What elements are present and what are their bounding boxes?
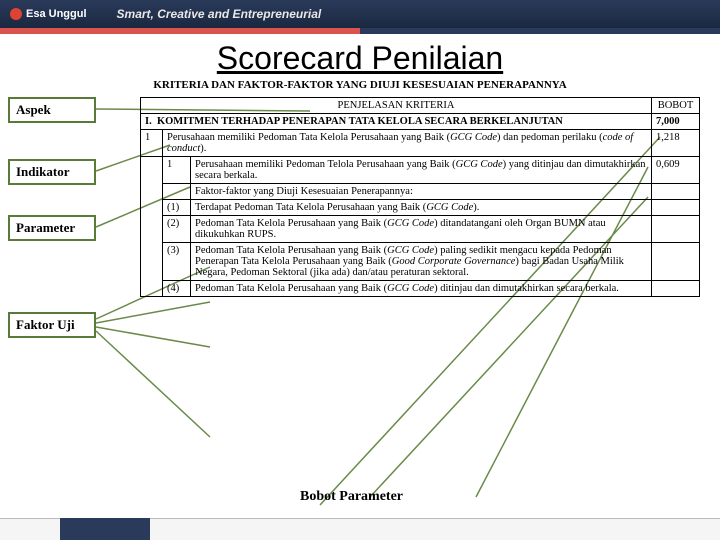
logo-icon [10, 8, 22, 20]
faktor-3-text: Pedoman Tata Kelola Perusahaan yang Baik… [191, 243, 652, 281]
faktor-row-3: (3) Pedoman Tata Kelola Perusahaan yang … [141, 243, 700, 281]
nav-strip [0, 28, 720, 34]
page-title: Scorecard Penilaian [0, 40, 720, 77]
faktor-header: Faktor-faktor yang Diuji Kesesuaian Pene… [191, 184, 652, 200]
aspek-num: I. [145, 116, 152, 127]
header-bar: Esa Unggul Smart, Creative and Entrepren… [0, 0, 720, 28]
label-parameter: Parameter [8, 215, 96, 241]
parameter-num: 1 [163, 157, 191, 184]
label-faktoruji: Faktor Uji [8, 312, 96, 338]
table-header-row: PENJELASAN KRITERIA BOBOT [141, 98, 700, 114]
label-aspek: Aspek [8, 97, 96, 123]
parameter-bobot: 0,609 [652, 157, 700, 184]
faktor-4-num: (4) [163, 281, 191, 297]
indikator-bobot: 1,218 [652, 130, 700, 157]
faktor-1-text: Terdapat Pedoman Tata Kelola Perusahaan … [191, 200, 652, 216]
faktor-header-bobot [652, 184, 700, 200]
tagline: Smart, Creative and Entrepreneurial [117, 7, 322, 21]
bobot-parameter-label: Bobot Parameter [300, 489, 403, 505]
faktor-3-num: (3) [163, 243, 191, 281]
col-header-penjelasan: PENJELASAN KRITERIA [141, 98, 652, 114]
faktor-2-num: (2) [163, 216, 191, 243]
indikator-text: Perusahaan memiliki Pedoman Tata Kelola … [163, 130, 652, 157]
faktor-row-1: (1) Terdapat Pedoman Tata Kelola Perusah… [141, 200, 700, 216]
faktor-row-2: (2) Pedoman Tata Kelola Perusahaan yang … [141, 216, 700, 243]
sub-heading: KRITERIA DAN FAKTOR-FAKTOR YANG DIUJI KE… [0, 79, 720, 91]
indikator-num: 1 [141, 130, 163, 157]
content-area: Aspek Indikator Parameter Faktor Uji PEN… [0, 97, 720, 517]
scorecard-table: PENJELASAN KRITERIA BOBOT I. KOMITMEN TE… [140, 97, 700, 297]
parameter-pad [141, 157, 163, 297]
faktor-4-text: Pedoman Tata Kelola Perusahaan yang Baik… [191, 281, 652, 297]
logo: Esa Unggul [10, 8, 87, 20]
footer-block [60, 518, 150, 540]
indikator-row: 1 Perusahaan memiliki Pedoman Tata Kelol… [141, 130, 700, 157]
scorecard-table-wrap: PENJELASAN KRITERIA BOBOT I. KOMITMEN TE… [140, 97, 700, 297]
col-header-bobot: BOBOT [652, 98, 700, 114]
faktor-2-text: Pedoman Tata Kelola Perusahaan yang Baik… [191, 216, 652, 243]
aspek-text: KOMITMEN TERHADAP PENERAPAN TATA KELOLA … [157, 116, 563, 127]
aspek-bobot: 7,000 [652, 114, 700, 130]
aspek-row: I. KOMITMEN TERHADAP PENERAPAN TATA KELO… [141, 114, 700, 130]
faktor-1-num: (1) [163, 200, 191, 216]
university-name: Esa Unggul [26, 8, 87, 20]
faktor-row-4: (4) Pedoman Tata Kelola Perusahaan yang … [141, 281, 700, 297]
faktor-header-row: Faktor-faktor yang Diuji Kesesuaian Pene… [141, 184, 700, 200]
footer-bar [0, 518, 720, 540]
parameter-text: Perusahaan memiliki Pedoman Telola Perus… [191, 157, 652, 184]
aspek-cell: I. KOMITMEN TERHADAP PENERAPAN TATA KELO… [141, 114, 652, 130]
parameter-row: 1 Perusahaan memiliki Pedoman Telola Per… [141, 157, 700, 184]
label-indikator: Indikator [8, 159, 96, 185]
faktor-pad [163, 184, 191, 200]
